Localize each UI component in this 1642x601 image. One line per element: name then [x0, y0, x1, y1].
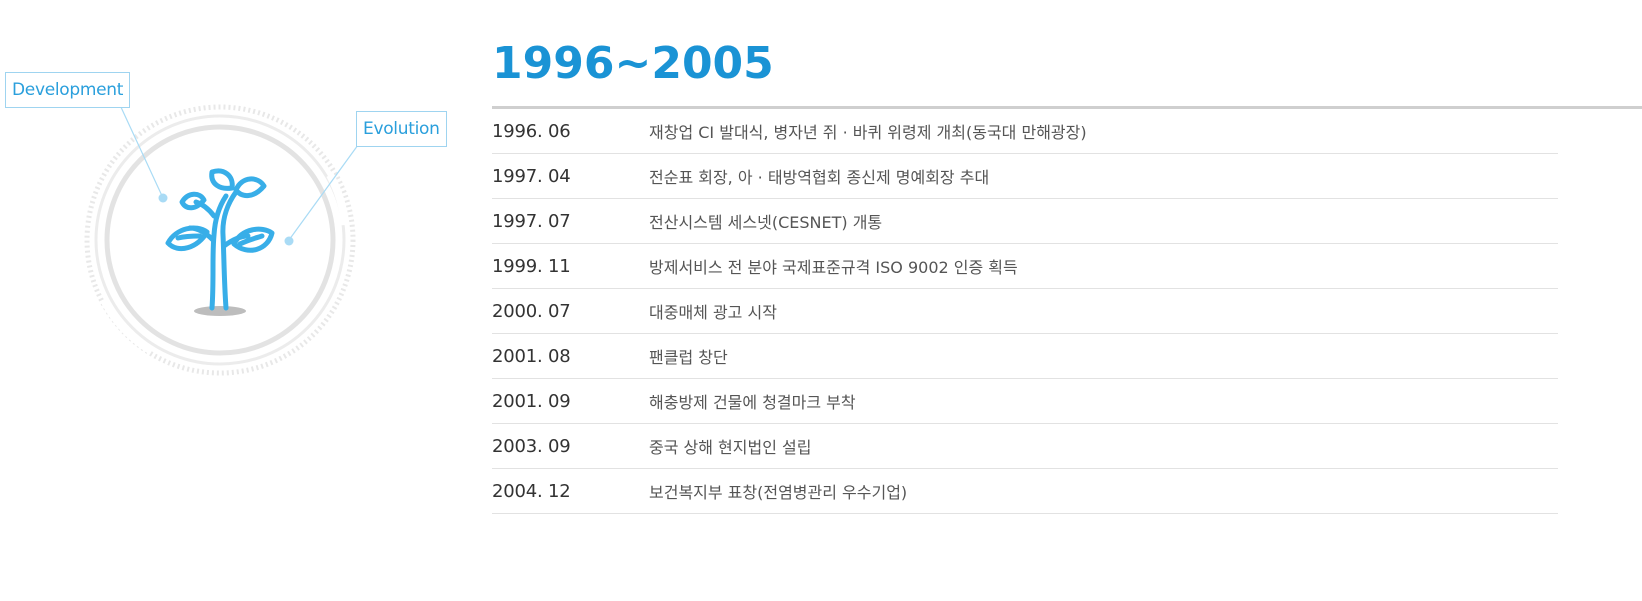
history-date: 2004. 12	[492, 480, 571, 502]
title-divider	[492, 106, 1642, 109]
history-row: 2004. 12 보건복지부 표창(전염병관리 우수기업)	[492, 469, 1558, 514]
evolution-connector	[288, 144, 359, 241]
sprout-emblem	[84, 104, 359, 376]
evolution-dot	[284, 236, 294, 246]
history-row: 2000. 07 대중매체 광고 시작	[492, 289, 1558, 334]
history-event: 방제서비스 전 분야 국제표준규격 ISO 9002 인증 획득	[649, 258, 1018, 277]
history-date: 1997. 07	[492, 210, 571, 232]
history-row: 1999. 11 방제서비스 전 분야 국제표준규격 ISO 9002 인증 획…	[492, 244, 1558, 289]
inner-ring	[104, 124, 336, 356]
development-dot	[158, 193, 168, 203]
history-date: 2000. 07	[492, 300, 571, 322]
dashed-ring	[84, 104, 356, 376]
ground-shadow	[194, 306, 246, 316]
history-event: 전산시스템 세스넷(CESNET) 개통	[649, 213, 883, 232]
period-title: 1996~2005	[492, 38, 774, 89]
history-date: 1999. 11	[492, 255, 571, 277]
history-event: 해충방제 건물에 청결마크 부착	[649, 393, 856, 412]
history-date: 2001. 08	[492, 345, 571, 367]
history-event: 전순표 회장, 아 · 태방역협회 종신제 명예회장 추대	[649, 168, 990, 187]
history-date: 1996. 06	[492, 120, 571, 142]
history-event: 보건복지부 표창(전염병관리 우수기업)	[649, 483, 908, 502]
history-timeline: 1996~2005 1996. 06 재창업 CI 발대식, 병자년 쥐 · 바…	[492, 30, 1642, 514]
history-row: 1996. 06 재창업 CI 발대식, 병자년 쥐 · 바퀴 위령제 개최(동…	[492, 109, 1558, 154]
outer-ring	[94, 114, 346, 366]
history-event: 중국 상해 현지법인 설립	[649, 438, 812, 457]
development-tag: Development	[5, 72, 131, 108]
history-row: 2001. 08 팬클럽 창단	[492, 334, 1558, 379]
history-row: 2003. 09 중국 상해 현지법인 설립	[492, 424, 1558, 469]
history-event: 대중매체 광고 시작	[649, 303, 777, 322]
history-row: 2001. 09 해충방제 건물에 청결마크 부착	[492, 379, 1558, 424]
history-event: 팬클럽 창단	[649, 348, 728, 367]
history-event: 재창업 CI 발대식, 병자년 쥐 · 바퀴 위령제 개최(동국대 만해광장)	[649, 123, 1087, 142]
history-list: 1996. 06 재창업 CI 발대식, 병자년 쥐 · 바퀴 위령제 개최(동…	[492, 109, 1558, 514]
history-date: 1997. 04	[492, 165, 571, 187]
sprout-icon	[165, 168, 275, 311]
history-row: 1997. 07 전산시스템 세스넷(CESNET) 개통	[492, 199, 1558, 244]
history-date: 2003. 09	[492, 435, 571, 457]
history-date: 2001. 09	[492, 390, 571, 412]
history-row: 1997. 04 전순표 회장, 아 · 태방역협회 종신제 명예회장 추대	[492, 154, 1558, 199]
growth-illustration: Development Evolution	[0, 0, 470, 420]
development-connector	[119, 104, 164, 199]
evolution-tag: Evolution	[356, 111, 447, 147]
